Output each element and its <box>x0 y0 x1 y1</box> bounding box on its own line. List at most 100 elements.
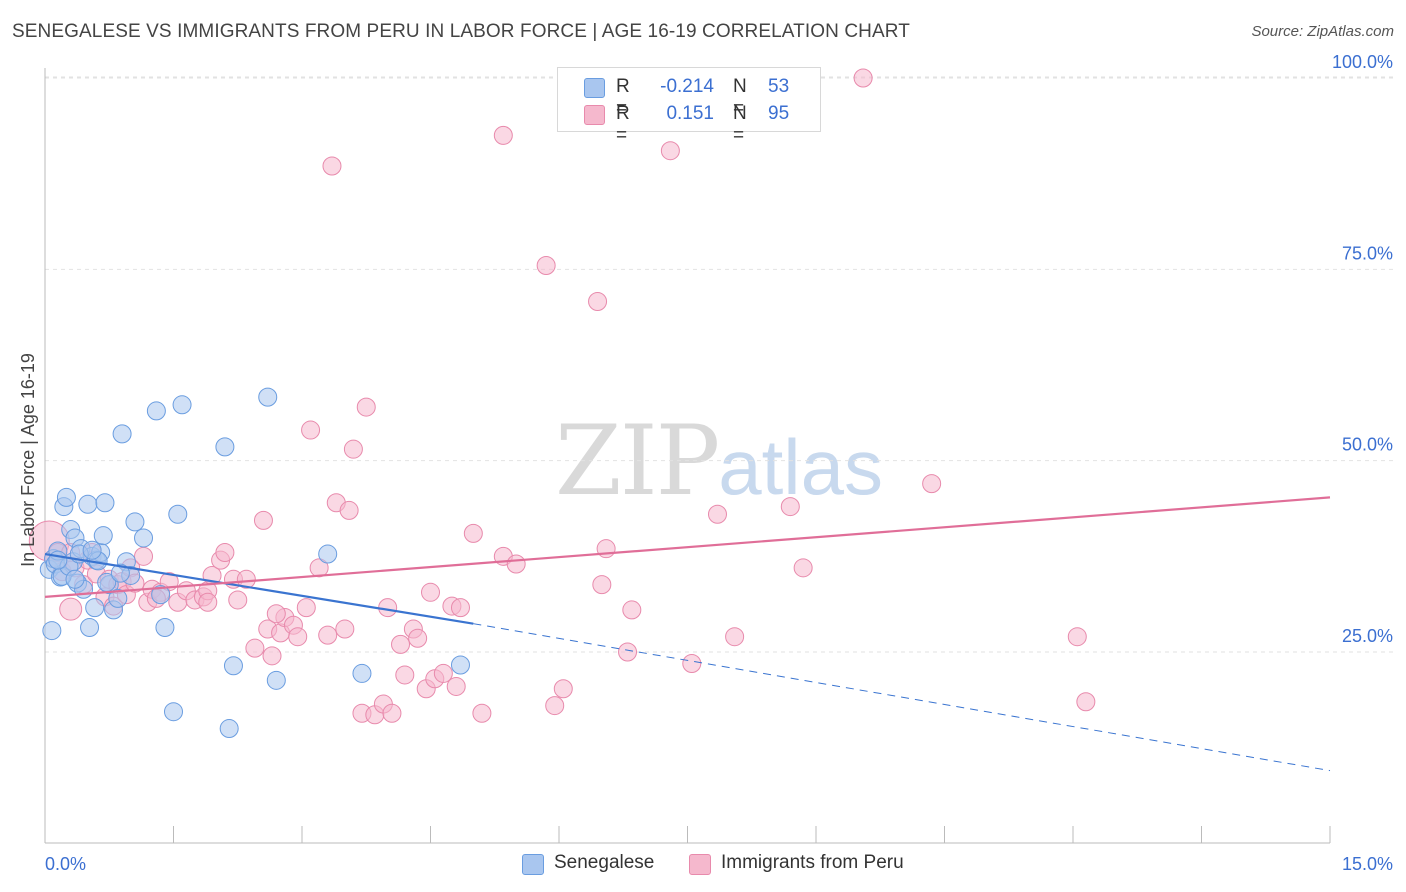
point-senegalese <box>146 401 166 421</box>
trend-line-senegalese <box>44 552 474 625</box>
point-peru <box>228 590 248 610</box>
point-senegalese <box>65 569 85 589</box>
point-senegalese <box>78 494 98 514</box>
point-peru <box>682 653 702 673</box>
point-peru <box>318 625 338 645</box>
point-peru <box>463 523 483 543</box>
point-senegalese <box>80 618 100 638</box>
point-senegalese <box>95 493 115 513</box>
point-senegalese <box>134 528 154 548</box>
point-senegalese <box>215 437 235 457</box>
point-senegalese <box>110 563 130 583</box>
point-peru <box>660 141 680 161</box>
point-peru <box>622 600 642 620</box>
point-senegalese <box>112 424 132 444</box>
point-peru <box>450 598 470 618</box>
y-tick-label: 75.0% <box>1342 243 1393 263</box>
point-senegalese <box>93 526 113 546</box>
point-peru <box>215 543 235 563</box>
point-peru <box>506 554 526 574</box>
n-value: 95 <box>768 103 790 124</box>
point-peru <box>433 663 453 683</box>
trend-line-peru <box>44 496 1331 598</box>
point-peru <box>618 642 638 662</box>
point-senegalese <box>172 395 192 415</box>
point-senegalese <box>258 387 278 407</box>
bottom-legend-label: Senegalese <box>554 852 655 873</box>
point-senegalese <box>223 656 243 676</box>
point-peru <box>343 439 363 459</box>
point-peru <box>356 397 376 417</box>
r-label: R = <box>616 103 630 146</box>
trend-line-senegalese-extension <box>473 623 1331 772</box>
trend-lines <box>44 496 1331 772</box>
point-peru <box>592 575 612 595</box>
point-peru <box>1076 692 1096 712</box>
point-peru <box>335 619 355 639</box>
point-peru <box>395 665 415 685</box>
point-peru <box>493 125 513 145</box>
point-senegalese <box>82 540 102 560</box>
point-senegalese <box>219 719 239 739</box>
point-senegalese <box>48 550 68 570</box>
point-peru <box>236 569 256 589</box>
point-senegalese <box>266 670 286 690</box>
correlation-legend: R = -0.214 N = 53 R = 0.151 N = 95 <box>557 67 821 146</box>
point-peru <box>472 703 492 723</box>
bottom-legend-swatch <box>522 854 544 875</box>
chart-title: SENEGALESE VS IMMIGRANTS FROM PERU IN LA… <box>12 21 910 42</box>
point-peru <box>421 582 440 602</box>
point-peru <box>301 420 321 440</box>
legend-swatch-peru <box>584 105 605 125</box>
point-peru <box>707 504 727 524</box>
point-peru <box>536 256 556 276</box>
bottom-legend-label: Immigrants from Peru <box>721 852 904 873</box>
watermark-atlas: atlas <box>718 423 883 511</box>
axes <box>44 68 1331 844</box>
point-peru <box>553 679 573 699</box>
point-peru <box>198 592 218 612</box>
r-label: R = <box>616 76 630 119</box>
point-peru <box>446 676 466 696</box>
data-points <box>28 68 1096 739</box>
point-senegalese <box>125 512 145 532</box>
n-label: N = <box>733 103 747 146</box>
point-senegalese <box>151 585 171 605</box>
point-peru <box>382 703 402 723</box>
point-senegalese <box>108 588 128 608</box>
point-peru <box>408 628 428 648</box>
y-tick-label: 50.0% <box>1342 435 1393 455</box>
point-peru <box>793 558 813 578</box>
point-senegalese <box>164 702 183 722</box>
point-senegalese <box>450 655 470 675</box>
point-peru <box>253 510 273 530</box>
point-peru <box>725 627 745 647</box>
point-peru <box>780 497 800 517</box>
y-tick-label: 100.0% <box>1332 52 1393 72</box>
point-peru <box>59 597 83 621</box>
point-peru <box>1067 627 1087 647</box>
point-senegalese <box>168 504 188 524</box>
point-senegalese <box>155 618 175 638</box>
point-peru <box>391 634 411 654</box>
n-value: 53 <box>768 76 790 97</box>
x-tick-label: 0.0% <box>45 854 86 874</box>
point-peru <box>922 474 942 494</box>
y-axis-label: In Labor Force | Age 16-19 <box>18 353 38 567</box>
point-senegalese <box>56 487 76 507</box>
grid-lines <box>45 76 1395 653</box>
point-peru <box>245 638 265 658</box>
tick-labels: 25.0% 50.0% 75.0% 100.0% 0.0% 15.0% <box>45 52 1393 874</box>
point-peru <box>322 156 342 176</box>
point-peru <box>853 68 873 88</box>
point-peru <box>588 291 608 311</box>
point-senegalese <box>85 598 105 618</box>
point-senegalese <box>42 621 62 641</box>
point-senegalese <box>352 663 372 683</box>
r-value: 0.151 <box>666 103 714 124</box>
point-peru <box>309 558 329 578</box>
point-senegalese <box>318 544 338 564</box>
point-peru <box>266 604 286 624</box>
n-label: N = <box>733 76 747 119</box>
